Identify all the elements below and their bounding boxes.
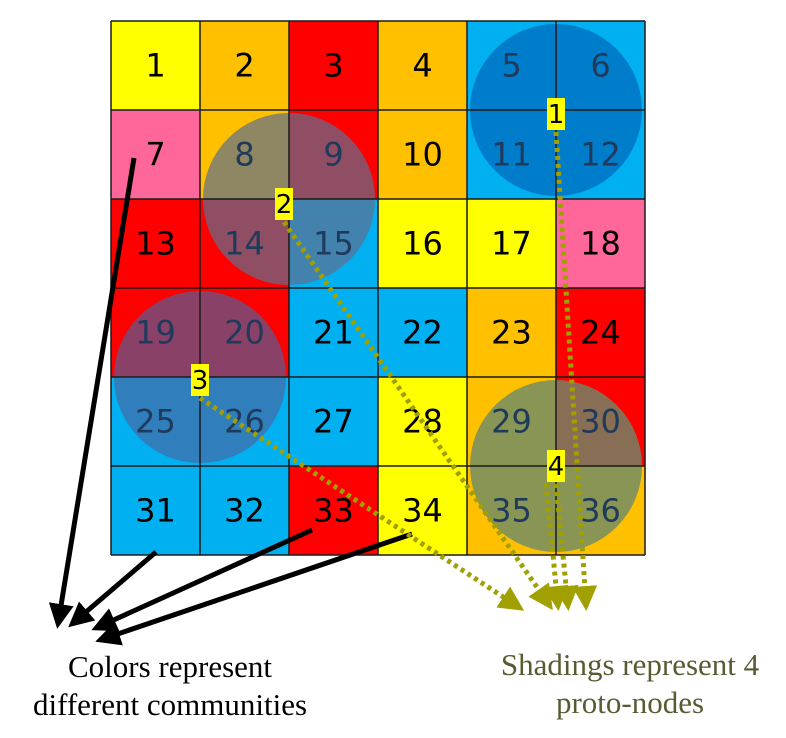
cell-number-9: 9 [323,136,343,174]
cell-number-29: 29 [491,403,532,441]
arrow-colors-from-cell-33 [91,527,314,632]
cell-number-11: 11 [491,136,532,174]
cell-number-34: 34 [402,492,443,530]
cell-10 [378,110,467,199]
cell-number-35: 35 [491,492,532,530]
cell-number-36: 36 [580,492,621,530]
cell-number-16: 16 [402,225,443,263]
cell-27 [289,377,378,466]
cell-number-17: 17 [491,225,532,263]
cell-number-1: 1 [145,47,165,85]
caption-shadings-line-2: proto-nodes [555,685,705,720]
cell-32 [200,466,289,555]
caption-shadings: Shadings represent 4 proto-nodes [470,646,786,722]
cell-number-3: 3 [323,47,343,85]
proto-node-3-label-bg [191,364,209,396]
cell-number-26: 26 [224,403,265,441]
caption-colors: Colors represent different communities [10,648,330,724]
arrow-colors-from-cell-34 [95,531,413,646]
cell-31 [111,466,200,555]
cell-number-19: 19 [135,314,176,352]
cell-3 [289,21,378,110]
cell-number-24: 24 [580,314,621,352]
cell-number-32: 32 [224,492,265,530]
cell-number-12: 12 [580,136,621,174]
cell-number-2: 2 [234,47,254,85]
caption-colors-line-2: different communities [32,687,308,722]
cell-2 [200,21,289,110]
cell-number-4: 4 [412,47,432,85]
proto-node-1-label: 1 [548,100,565,130]
cell-number-10: 10 [402,136,443,174]
proto-node-4-label: 4 [548,452,565,482]
cell-number-13: 13 [135,225,176,263]
cell-33 [289,466,378,555]
cell-16 [378,199,467,288]
proto-node-4-label-bg [547,450,565,482]
cell-number-27: 27 [313,403,354,441]
arrow-colors-from-cell-31 [68,550,158,628]
cell-4 [378,21,467,110]
cell-23 [467,288,556,377]
cell-number-21: 21 [313,314,354,352]
arrow-colors-from-cell-7 [48,157,137,629]
cell-number-14: 14 [224,225,265,263]
cell-7 [111,110,200,199]
cell-number-25: 25 [135,403,176,441]
cell-number-33: 33 [313,492,354,530]
cell-number-15: 15 [313,225,354,263]
proto-node-2-label: 2 [276,190,293,220]
cell-number-7: 7 [145,136,165,174]
cell-number-18: 18 [580,225,621,263]
arrow-proto-node-2 [281,220,553,611]
proto-node-2-label-bg [275,188,293,220]
cell-number-22: 22 [402,314,443,352]
cell-number-8: 8 [234,136,254,174]
caption-shadings-line-1: Shadings represent 4 [500,647,760,682]
cell-1 [111,21,200,110]
cell-number-30: 30 [580,403,621,441]
proto-node-3-label: 3 [192,366,209,396]
cell-number-5: 5 [501,47,521,85]
cell-number-31: 31 [135,492,176,530]
cell-17 [467,199,556,288]
cell-18 [556,199,645,288]
cell-21 [289,288,378,377]
arrow-proto-node-1 [553,131,598,611]
proto-node-1-label-bg [547,98,565,130]
cell-number-23: 23 [491,314,532,352]
cell-number-6: 6 [590,47,610,85]
cell-number-20: 20 [224,314,265,352]
arrows [48,131,598,646]
cell-22 [378,288,467,377]
caption-colors-line-1: Colors represent [67,649,273,684]
